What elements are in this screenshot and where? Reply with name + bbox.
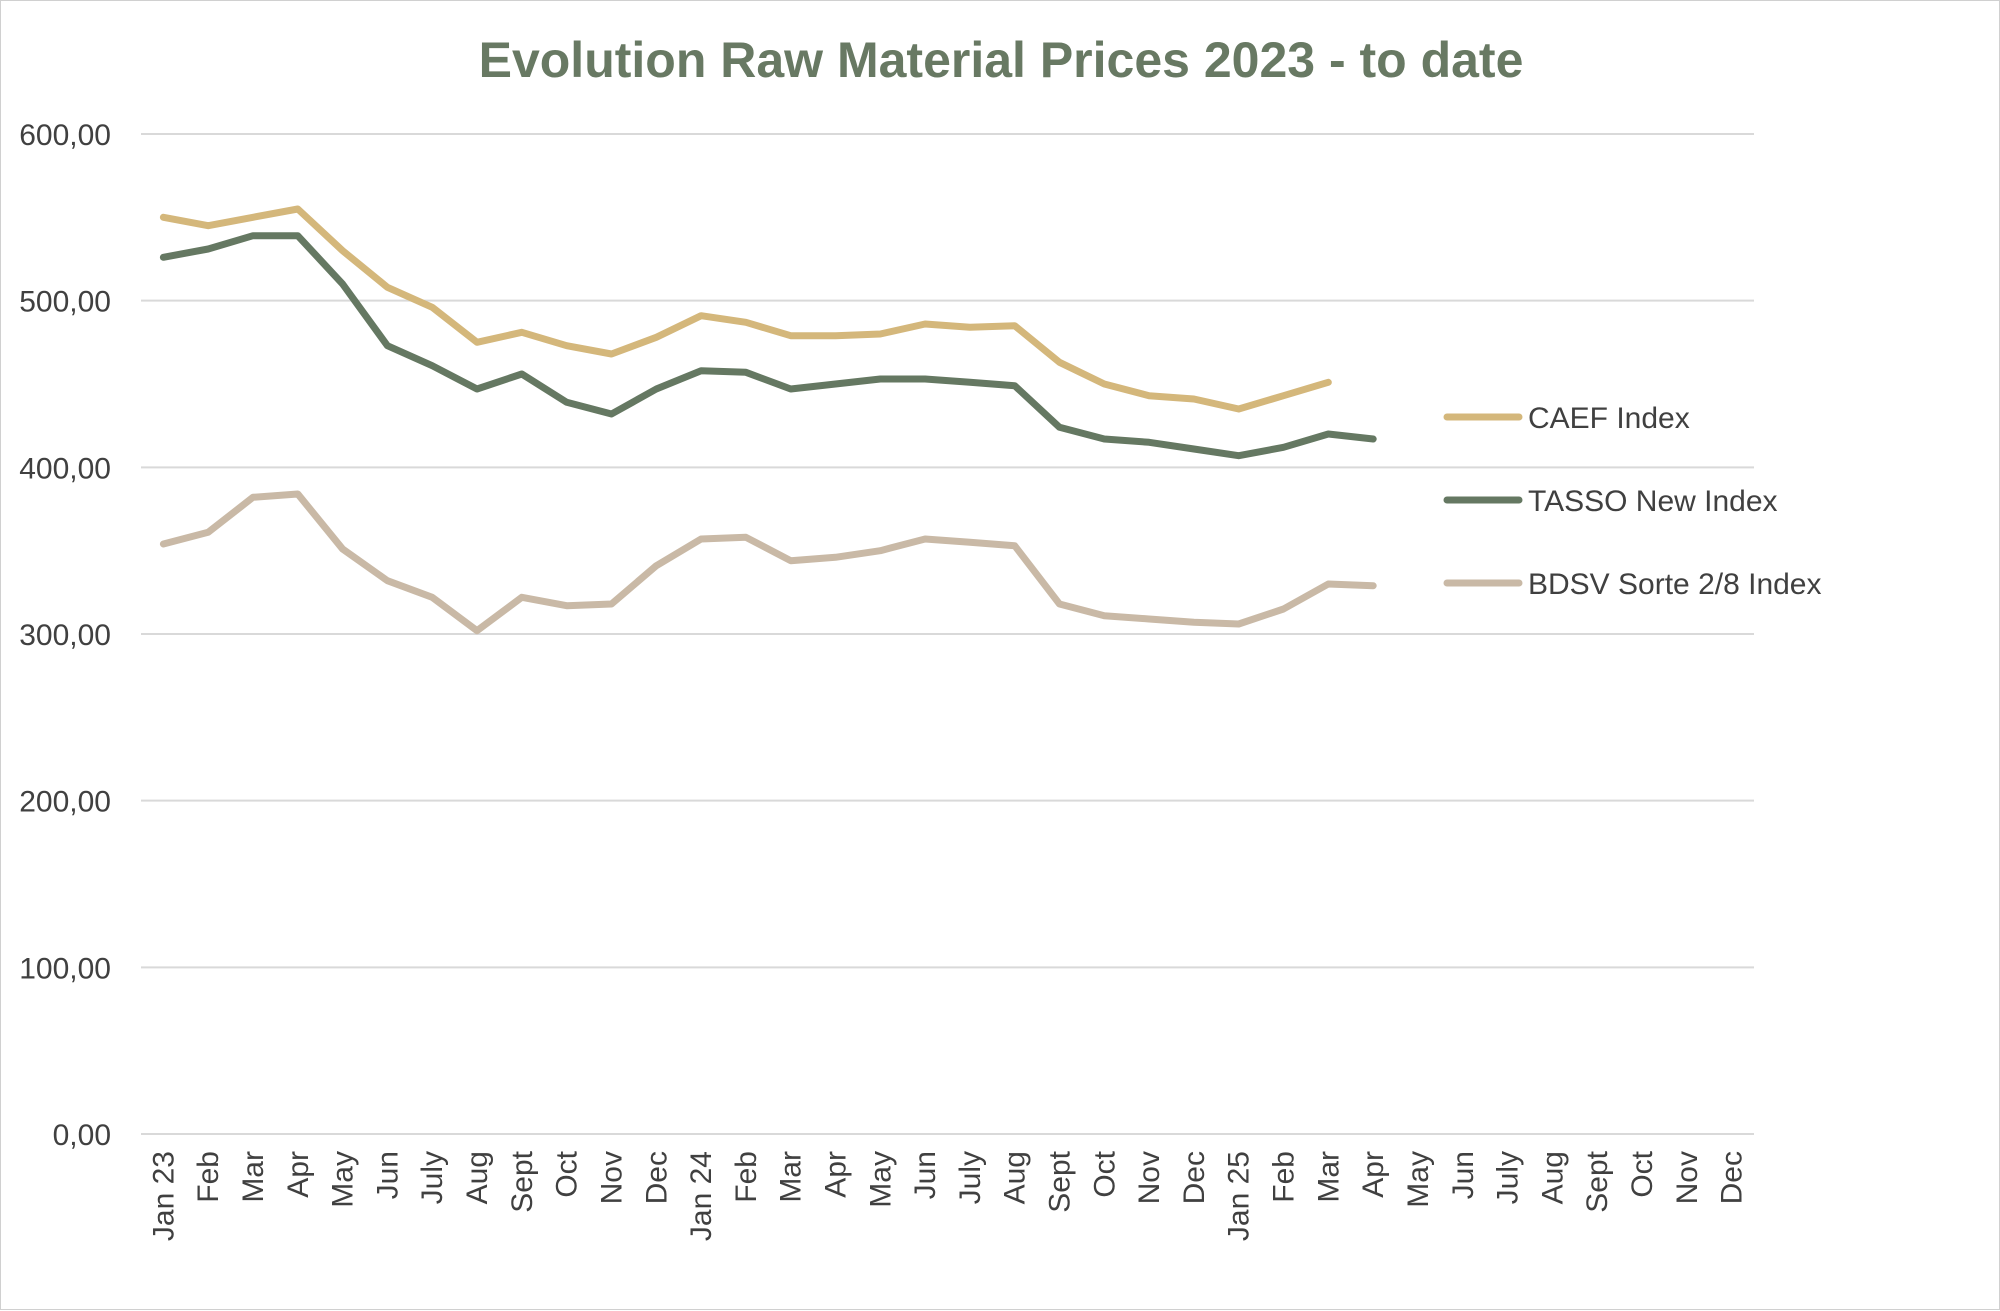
legend: CAEF Index TASSO New Index BDSV Sorte 2/8 … [1443,402,1822,601]
x-tick-label: Feb [1268,1151,1301,1203]
y-tick-label: 600,00 [19,119,111,152]
x-tick-label: Mar [237,1151,270,1203]
x-tick-label: July [1492,1151,1525,1204]
x-tick-label: Oct [1626,1150,1659,1197]
x-tick-label: Mar [775,1151,808,1203]
x-tick-label: Feb [192,1151,225,1203]
x-tick-label: Dec [1178,1151,1211,1204]
x-tick-label: Jun [1447,1151,1480,1199]
x-tick-label: Apr [1357,1151,1390,1198]
x-tick-label: Aug [999,1151,1032,1204]
y-axis: 0,00 100,00 200,00 300,00 400,00 500,00 600,00 [19,119,111,1152]
legend-label: TASSO New Index [1528,485,1778,518]
x-tick-label: July [416,1151,449,1204]
y-tick-label: 300,00 [19,619,111,652]
x-tick-label: May [327,1151,360,1208]
x-tick-label: Jan 25 [1223,1151,1256,1241]
y-tick-label: 500,00 [19,286,111,319]
legend-label: CAEF Index [1528,402,1690,435]
x-tick-label: Sept [1044,1150,1077,1212]
series-lines [159,205,1377,635]
x-tick-label: Sept [506,1150,539,1212]
x-tick-label: Apr [282,1151,315,1198]
x-tick-label: Feb [730,1151,763,1203]
x-tick-label: May [864,1151,897,1208]
x-tick-label: July [954,1151,987,1204]
x-tick-label: Aug [461,1151,494,1204]
x-tick-label: Jan 23 [147,1151,180,1241]
series-line-0 [159,205,1332,413]
x-tick-label: Jun [371,1151,404,1199]
x-tick-label: Nov [595,1151,628,1204]
x-tick-label: Dec [640,1151,673,1204]
y-tick-label: 400,00 [19,452,111,485]
y-tick-label: 100,00 [19,952,111,985]
x-tick-label: Apr [819,1151,852,1198]
series-line-2 [159,490,1377,635]
series-line-1 [159,232,1377,460]
x-tick-label: Nov [1671,1151,1704,1204]
x-tick-label: Jun [909,1151,942,1199]
x-tick-label: Aug [1536,1151,1569,1204]
x-tick-label: Sept [1581,1150,1614,1212]
x-tick-label: May [1402,1151,1435,1208]
x-tick-label: Jan 24 [685,1151,718,1241]
x-tick-label: Dec [1716,1151,1749,1204]
x-tick-label: Oct [551,1150,584,1197]
y-tick-label: 0,00 [53,1119,111,1152]
y-tick-label: 200,00 [19,786,111,819]
x-tick-label: Mar [1312,1151,1345,1203]
legend-label: BDSV Sorte 2/8 Index [1528,568,1822,601]
chart-title: Evolution Raw Material Prices 2023 - to … [479,32,1524,88]
x-tick-label: Oct [1088,1150,1121,1197]
x-axis: Jan 23 Feb Mar Apr May Jun July Aug Sept Oct Nov De… [147,1150,1748,1241]
x-tick-label: Nov [1133,1151,1166,1204]
